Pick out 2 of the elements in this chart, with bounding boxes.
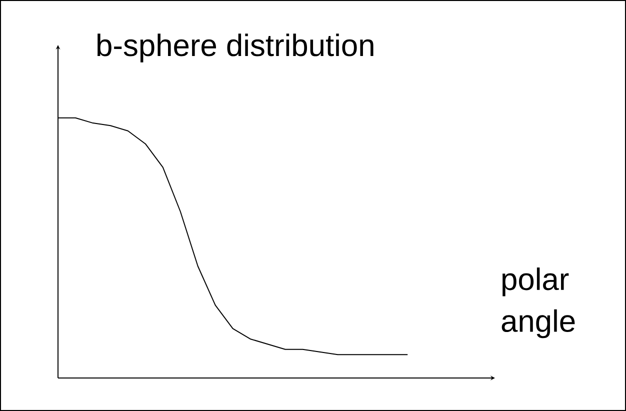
x-axis-title: polar angle bbox=[502, 268, 575, 338]
chart-title: b-sphere distribution bbox=[98, 34, 374, 62]
